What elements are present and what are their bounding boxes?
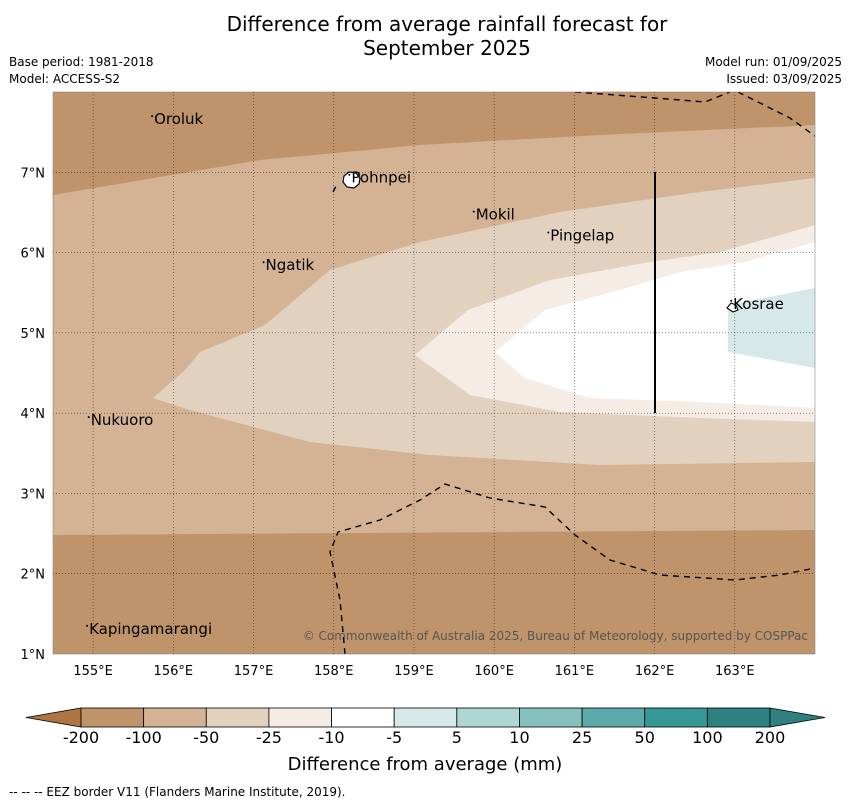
eez-footnote: -- -- -- EEZ border V11 (Flanders Marine…: [9, 785, 346, 799]
lat-tick-label: 6°N: [21, 247, 46, 262]
place-label: Pingelap: [550, 227, 614, 245]
colorbar-tick-label: -100: [125, 728, 162, 747]
kosrae-island-outline: [726, 302, 739, 313]
base-period: Base period: 1981-2018: [9, 55, 154, 69]
pohnpei-island-outline: [342, 171, 361, 189]
colorbar-bin: [393, 707, 458, 728]
colorbar-bin: [331, 707, 395, 728]
lon-tick-label: 155°E: [73, 664, 113, 679]
place-labels: Oroluk Pohnpei Mokil Pingelap Ngatik Kosrae Nu…: [86, 110, 784, 638]
model-run: Model run: 01/09/2025: [704, 55, 842, 69]
colorbar-bin: [80, 707, 145, 728]
colorbar-bin: [456, 707, 520, 728]
lon-tick-label: 163°E: [715, 664, 755, 679]
place-label: Kosrae: [733, 295, 784, 313]
lon-tick-label: 158°E: [314, 664, 354, 679]
place-marker: [472, 210, 475, 213]
eez-border-north: [574, 92, 815, 137]
lat-tick-label: 2°N: [21, 568, 46, 583]
colorbar-tick-label: 200: [754, 728, 786, 747]
model-name: Model: ACCESS-S2: [9, 72, 121, 86]
chart-title: Difference from average rainfall forecas…: [0, 12, 850, 60]
lat-tick-label: 7°N: [21, 166, 46, 181]
colorbar-tick-label: -25: [255, 728, 282, 747]
title-line-1: Difference from average rainfall forecas…: [226, 12, 668, 36]
eez-borders: [329, 92, 815, 654]
place-marker: [730, 299, 733, 302]
colorbar-labels: -200 -100 -50 -25 -10 -5 5 10 25 50 100 200: [0, 728, 850, 750]
lon-tick-label: 156°E: [154, 664, 194, 679]
colorbar-tick-label: 100: [692, 728, 723, 747]
lat-tick-label: 3°N: [21, 487, 46, 502]
lon-tick-label: 159°E: [394, 664, 434, 679]
colorbar-tick-label: 5: [451, 728, 462, 747]
colorbar-tick-label: -50: [193, 728, 220, 747]
place-label: Mokil: [476, 206, 515, 224]
colorbar-tick-label: 50: [634, 728, 655, 747]
copyright-notice: © Commonwealth of Australia 2025, Bureau…: [303, 629, 808, 643]
colorbar-bin: [205, 707, 270, 728]
colorbar-bin: [268, 707, 332, 728]
colorbar-extend-low: [25, 707, 82, 728]
place-label: Oroluk: [154, 110, 203, 128]
colorbar-title: Difference from average (mm): [287, 754, 563, 775]
place-marker: [86, 624, 89, 627]
lat-tick-label: 4°N: [21, 407, 46, 422]
lat-tick-label: 5°N: [21, 327, 46, 342]
meta-right: Model run: 01/09/2025 Issued: 03/09/2025: [705, 54, 842, 88]
lat-tick-label: 1°N: [21, 648, 46, 663]
rainfall-anomaly-field: Oroluk Pohnpei Mokil Pingelap Ngatik Kosrae Nu…: [53, 92, 815, 654]
place-label: Ngatik: [266, 256, 315, 274]
colorbar-tick-label: -5: [386, 728, 403, 747]
title-line-2: September 2025: [363, 36, 531, 60]
place-label: Nukuoro: [91, 411, 154, 429]
lon-tick-label: 160°E: [474, 664, 514, 679]
anomaly-band-plus-5: [728, 288, 815, 368]
colorbar-tick-label: -10: [318, 728, 345, 747]
meta-left: Base period: 1981-2018 Model: ACCESS-S2: [9, 54, 154, 88]
place-marker: [547, 231, 550, 234]
place-label: Kapingamarangi: [89, 620, 212, 638]
colorbar-bin: [519, 707, 583, 728]
colorbar-tick-label: -200: [62, 728, 100, 747]
graticule: [53, 92, 815, 654]
axes: 155°E 156°E 157°E 158°E 159°E 160°E 161°E 162°E…: [21, 166, 755, 679]
colorbar-bin: [706, 707, 771, 728]
place-marker: [262, 261, 265, 264]
colorbar-tick-label: 25: [571, 728, 593, 747]
place-label: Pohnpei: [351, 169, 411, 187]
lon-tick-label: 161°E: [555, 664, 595, 679]
issued-date: Issued: 03/09/2025: [726, 72, 842, 86]
eez-border-pohnpei-stub: [332, 185, 337, 193]
lon-tick-label: 162°E: [635, 664, 675, 679]
map-frame: [52, 91, 816, 655]
place-marker: [348, 173, 351, 176]
place-marker: [151, 115, 154, 118]
colorbar: [25, 707, 826, 728]
colorbar-bin: [581, 707, 646, 728]
colorbar-bin: [644, 707, 708, 728]
place-marker: [87, 416, 90, 419]
colorbar-bin: [143, 707, 207, 728]
colorbar-tick-label: 10: [509, 728, 530, 747]
lon-tick-label: 157°E: [234, 664, 274, 679]
colorbar-extend-high: [769, 707, 826, 728]
eez-border-south: [329, 483, 815, 654]
